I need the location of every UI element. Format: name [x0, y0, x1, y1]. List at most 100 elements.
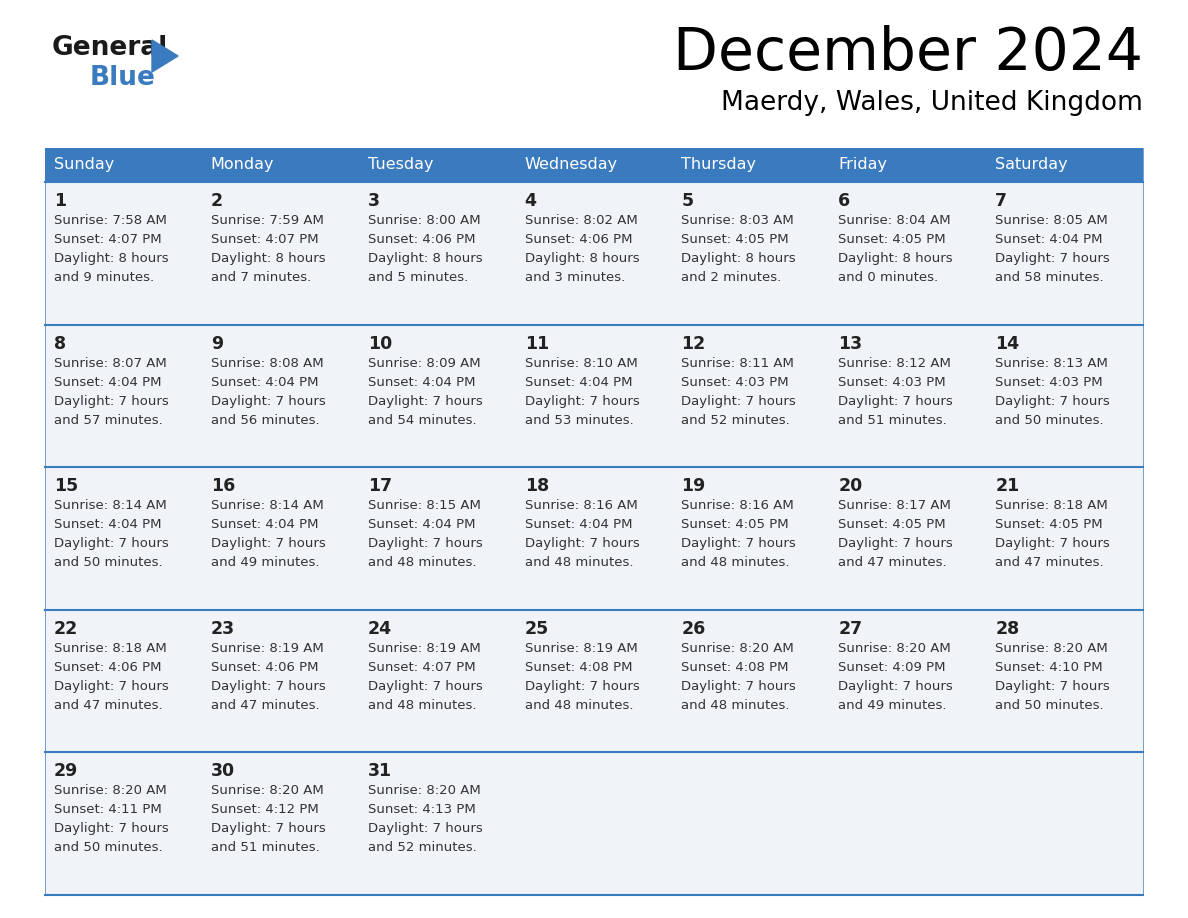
- Text: Sunrise: 8:20 AM: Sunrise: 8:20 AM: [996, 642, 1108, 655]
- Text: December 2024: December 2024: [672, 25, 1143, 82]
- Text: and 2 minutes.: and 2 minutes.: [682, 271, 782, 284]
- Text: Daylight: 7 hours: Daylight: 7 hours: [839, 395, 953, 408]
- Bar: [45, 610, 202, 753]
- Text: and 52 minutes.: and 52 minutes.: [682, 414, 790, 427]
- Text: and 48 minutes.: and 48 minutes.: [368, 556, 476, 569]
- Text: Daylight: 8 hours: Daylight: 8 hours: [368, 252, 482, 265]
- Text: Sunset: 4:12 PM: Sunset: 4:12 PM: [210, 803, 318, 816]
- Text: Sunset: 4:06 PM: Sunset: 4:06 PM: [53, 661, 162, 674]
- Text: Sunset: 4:04 PM: Sunset: 4:04 PM: [525, 518, 632, 532]
- Text: Sunrise: 8:03 AM: Sunrise: 8:03 AM: [682, 214, 795, 227]
- Text: Daylight: 7 hours: Daylight: 7 hours: [525, 395, 639, 408]
- Text: and 57 minutes.: and 57 minutes.: [53, 414, 163, 427]
- Text: and 50 minutes.: and 50 minutes.: [996, 414, 1104, 427]
- Text: Sunset: 4:04 PM: Sunset: 4:04 PM: [368, 518, 475, 532]
- Text: Saturday: Saturday: [996, 158, 1068, 173]
- Text: 20: 20: [839, 477, 862, 495]
- Text: Thursday: Thursday: [682, 158, 757, 173]
- Text: Sunset: 4:05 PM: Sunset: 4:05 PM: [839, 518, 946, 532]
- Text: Sunset: 4:04 PM: Sunset: 4:04 PM: [996, 233, 1102, 246]
- Text: Daylight: 7 hours: Daylight: 7 hours: [53, 395, 169, 408]
- Text: 23: 23: [210, 620, 235, 638]
- Bar: [672, 182, 829, 325]
- Bar: [672, 610, 829, 753]
- Text: 30: 30: [210, 763, 235, 780]
- Text: Daylight: 7 hours: Daylight: 7 hours: [53, 823, 169, 835]
- Text: Sunset: 4:06 PM: Sunset: 4:06 PM: [525, 233, 632, 246]
- Text: Sunset: 4:04 PM: Sunset: 4:04 PM: [368, 375, 475, 388]
- Text: Daylight: 7 hours: Daylight: 7 hours: [996, 395, 1110, 408]
- Text: Sunrise: 8:02 AM: Sunrise: 8:02 AM: [525, 214, 637, 227]
- Text: Daylight: 7 hours: Daylight: 7 hours: [682, 680, 796, 693]
- Text: Sunset: 4:05 PM: Sunset: 4:05 PM: [682, 518, 789, 532]
- Bar: [45, 182, 202, 325]
- Text: Daylight: 7 hours: Daylight: 7 hours: [525, 680, 639, 693]
- Text: and 53 minutes.: and 53 minutes.: [525, 414, 633, 427]
- Text: Sunrise: 8:20 AM: Sunrise: 8:20 AM: [682, 642, 795, 655]
- Text: and 51 minutes.: and 51 minutes.: [210, 842, 320, 855]
- Text: and 49 minutes.: and 49 minutes.: [839, 699, 947, 711]
- Text: 10: 10: [368, 334, 392, 353]
- Text: Sunset: 4:03 PM: Sunset: 4:03 PM: [682, 375, 789, 388]
- Bar: [359, 467, 516, 610]
- Text: 19: 19: [682, 477, 706, 495]
- Bar: [516, 182, 672, 325]
- Text: and 52 minutes.: and 52 minutes.: [368, 842, 476, 855]
- Text: Sunrise: 8:00 AM: Sunrise: 8:00 AM: [368, 214, 480, 227]
- Text: Sunset: 4:07 PM: Sunset: 4:07 PM: [53, 233, 162, 246]
- Text: Sunrise: 8:18 AM: Sunrise: 8:18 AM: [53, 642, 166, 655]
- Text: Daylight: 7 hours: Daylight: 7 hours: [210, 537, 326, 550]
- Text: Daylight: 8 hours: Daylight: 8 hours: [525, 252, 639, 265]
- Text: Sunrise: 8:19 AM: Sunrise: 8:19 AM: [368, 642, 480, 655]
- Text: and 48 minutes.: and 48 minutes.: [525, 556, 633, 569]
- Text: 22: 22: [53, 620, 78, 638]
- Text: Daylight: 8 hours: Daylight: 8 hours: [682, 252, 796, 265]
- Text: Daylight: 7 hours: Daylight: 7 hours: [839, 680, 953, 693]
- Text: Sunrise: 8:17 AM: Sunrise: 8:17 AM: [839, 499, 952, 512]
- Text: Daylight: 8 hours: Daylight: 8 hours: [53, 252, 169, 265]
- Text: Sunset: 4:08 PM: Sunset: 4:08 PM: [682, 661, 789, 674]
- Text: Sunrise: 8:14 AM: Sunrise: 8:14 AM: [210, 499, 323, 512]
- Text: Sunset: 4:05 PM: Sunset: 4:05 PM: [682, 233, 789, 246]
- Text: 18: 18: [525, 477, 549, 495]
- Text: Monday: Monday: [210, 158, 274, 173]
- Text: Sunrise: 8:20 AM: Sunrise: 8:20 AM: [839, 642, 952, 655]
- Text: Blue: Blue: [90, 65, 156, 91]
- Text: and 47 minutes.: and 47 minutes.: [53, 699, 163, 711]
- Text: Sunrise: 8:14 AM: Sunrise: 8:14 AM: [53, 499, 166, 512]
- Text: Sunrise: 8:12 AM: Sunrise: 8:12 AM: [839, 356, 952, 370]
- Bar: [45, 753, 202, 895]
- Text: Sunrise: 8:20 AM: Sunrise: 8:20 AM: [368, 784, 480, 798]
- Text: Sunset: 4:04 PM: Sunset: 4:04 PM: [210, 375, 318, 388]
- Text: Sunset: 4:06 PM: Sunset: 4:06 PM: [210, 661, 318, 674]
- Text: Daylight: 7 hours: Daylight: 7 hours: [682, 395, 796, 408]
- Bar: [829, 610, 986, 753]
- Text: 6: 6: [839, 192, 851, 210]
- Text: Sunset: 4:08 PM: Sunset: 4:08 PM: [525, 661, 632, 674]
- Bar: [516, 467, 672, 610]
- Bar: [986, 182, 1143, 325]
- Text: Sunrise: 8:04 AM: Sunrise: 8:04 AM: [839, 214, 950, 227]
- Text: Daylight: 7 hours: Daylight: 7 hours: [525, 537, 639, 550]
- Text: Daylight: 7 hours: Daylight: 7 hours: [996, 680, 1110, 693]
- Text: and 7 minutes.: and 7 minutes.: [210, 271, 311, 284]
- Text: and 3 minutes.: and 3 minutes.: [525, 271, 625, 284]
- Text: Sunset: 4:07 PM: Sunset: 4:07 PM: [368, 661, 475, 674]
- Text: and 48 minutes.: and 48 minutes.: [682, 556, 790, 569]
- Bar: [829, 467, 986, 610]
- Bar: [672, 325, 829, 467]
- Text: Wednesday: Wednesday: [525, 158, 618, 173]
- Text: Sunday: Sunday: [53, 158, 114, 173]
- Text: Sunrise: 7:59 AM: Sunrise: 7:59 AM: [210, 214, 324, 227]
- Bar: [672, 467, 829, 610]
- Text: and 50 minutes.: and 50 minutes.: [996, 699, 1104, 711]
- Text: Daylight: 7 hours: Daylight: 7 hours: [53, 537, 169, 550]
- Bar: [829, 753, 986, 895]
- Text: Daylight: 7 hours: Daylight: 7 hours: [996, 537, 1110, 550]
- Bar: [359, 325, 516, 467]
- Text: 26: 26: [682, 620, 706, 638]
- Text: 17: 17: [368, 477, 392, 495]
- Text: and 58 minutes.: and 58 minutes.: [996, 271, 1104, 284]
- Text: Sunrise: 8:19 AM: Sunrise: 8:19 AM: [210, 642, 323, 655]
- Text: Maerdy, Wales, United Kingdom: Maerdy, Wales, United Kingdom: [721, 90, 1143, 116]
